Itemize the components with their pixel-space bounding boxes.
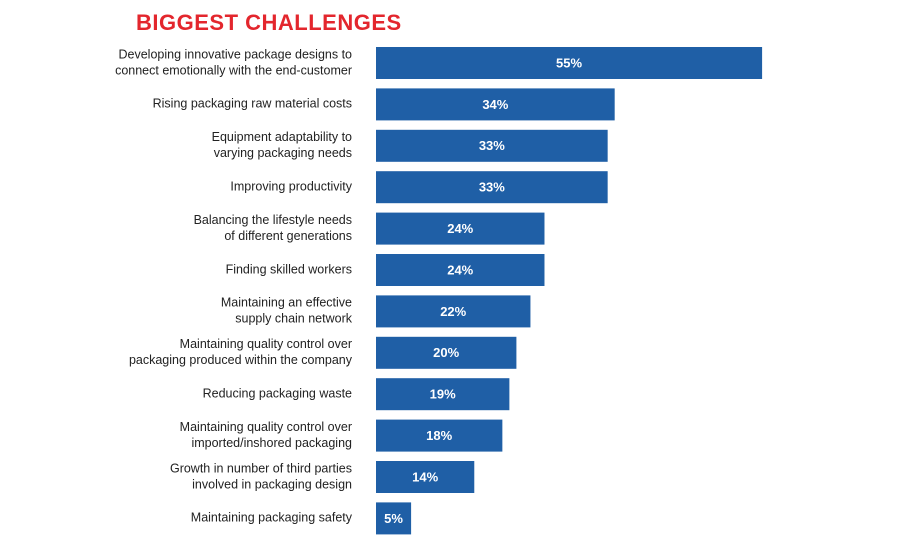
bar [376,336,517,369]
category-label: Improving productivity [230,179,352,193]
value-label: 22% [440,304,466,319]
bar [376,295,531,328]
bar [376,378,510,411]
category-label: supply chain network [235,312,352,326]
category-label: Rising packaging raw material costs [153,97,352,111]
category-label: Maintaining packaging safety [191,511,353,525]
value-label: 14% [412,469,438,484]
category-label: Finding skilled workers [226,262,352,276]
category-label: Maintaining quality control over [180,420,352,434]
bar [376,502,412,535]
value-label: 24% [447,221,473,236]
category-label: connect emotionally with the end-custome… [115,63,352,77]
value-label: 34% [482,97,508,112]
category-label: Equipment adaptability to [212,130,352,144]
bar [376,419,503,452]
bar [376,171,608,204]
bar [376,254,545,286]
value-label: 24% [447,262,473,277]
category-label: Reducing packaging waste [203,386,352,400]
chart-title: BIGGEST CHALLENGES [136,10,402,35]
category-label: of different generations [224,229,352,243]
value-label: 33% [479,138,505,153]
category-label: Developing innovative package designs to [119,47,353,61]
category-label: imported/inshored packaging [191,436,352,450]
value-label: 5% [384,511,403,526]
bar [376,47,763,79]
bar [376,212,545,245]
bar [376,88,615,121]
value-label: 55% [556,55,582,70]
bar [376,129,608,162]
value-label: 33% [479,180,505,195]
category-label: packaging produced within the company [129,353,353,367]
bar [376,461,475,493]
category-label: Growth in number of third parties [170,461,352,475]
category-label: Maintaining quality control over [180,337,352,351]
category-label: Maintaining an effective [221,296,352,310]
category-label: involved in packaging design [192,477,352,491]
value-label: 20% [433,345,459,360]
value-label: 19% [430,387,456,402]
category-label: varying packaging needs [214,146,352,160]
value-label: 18% [426,428,452,443]
category-label: Balancing the lifestyle needs [194,213,352,227]
